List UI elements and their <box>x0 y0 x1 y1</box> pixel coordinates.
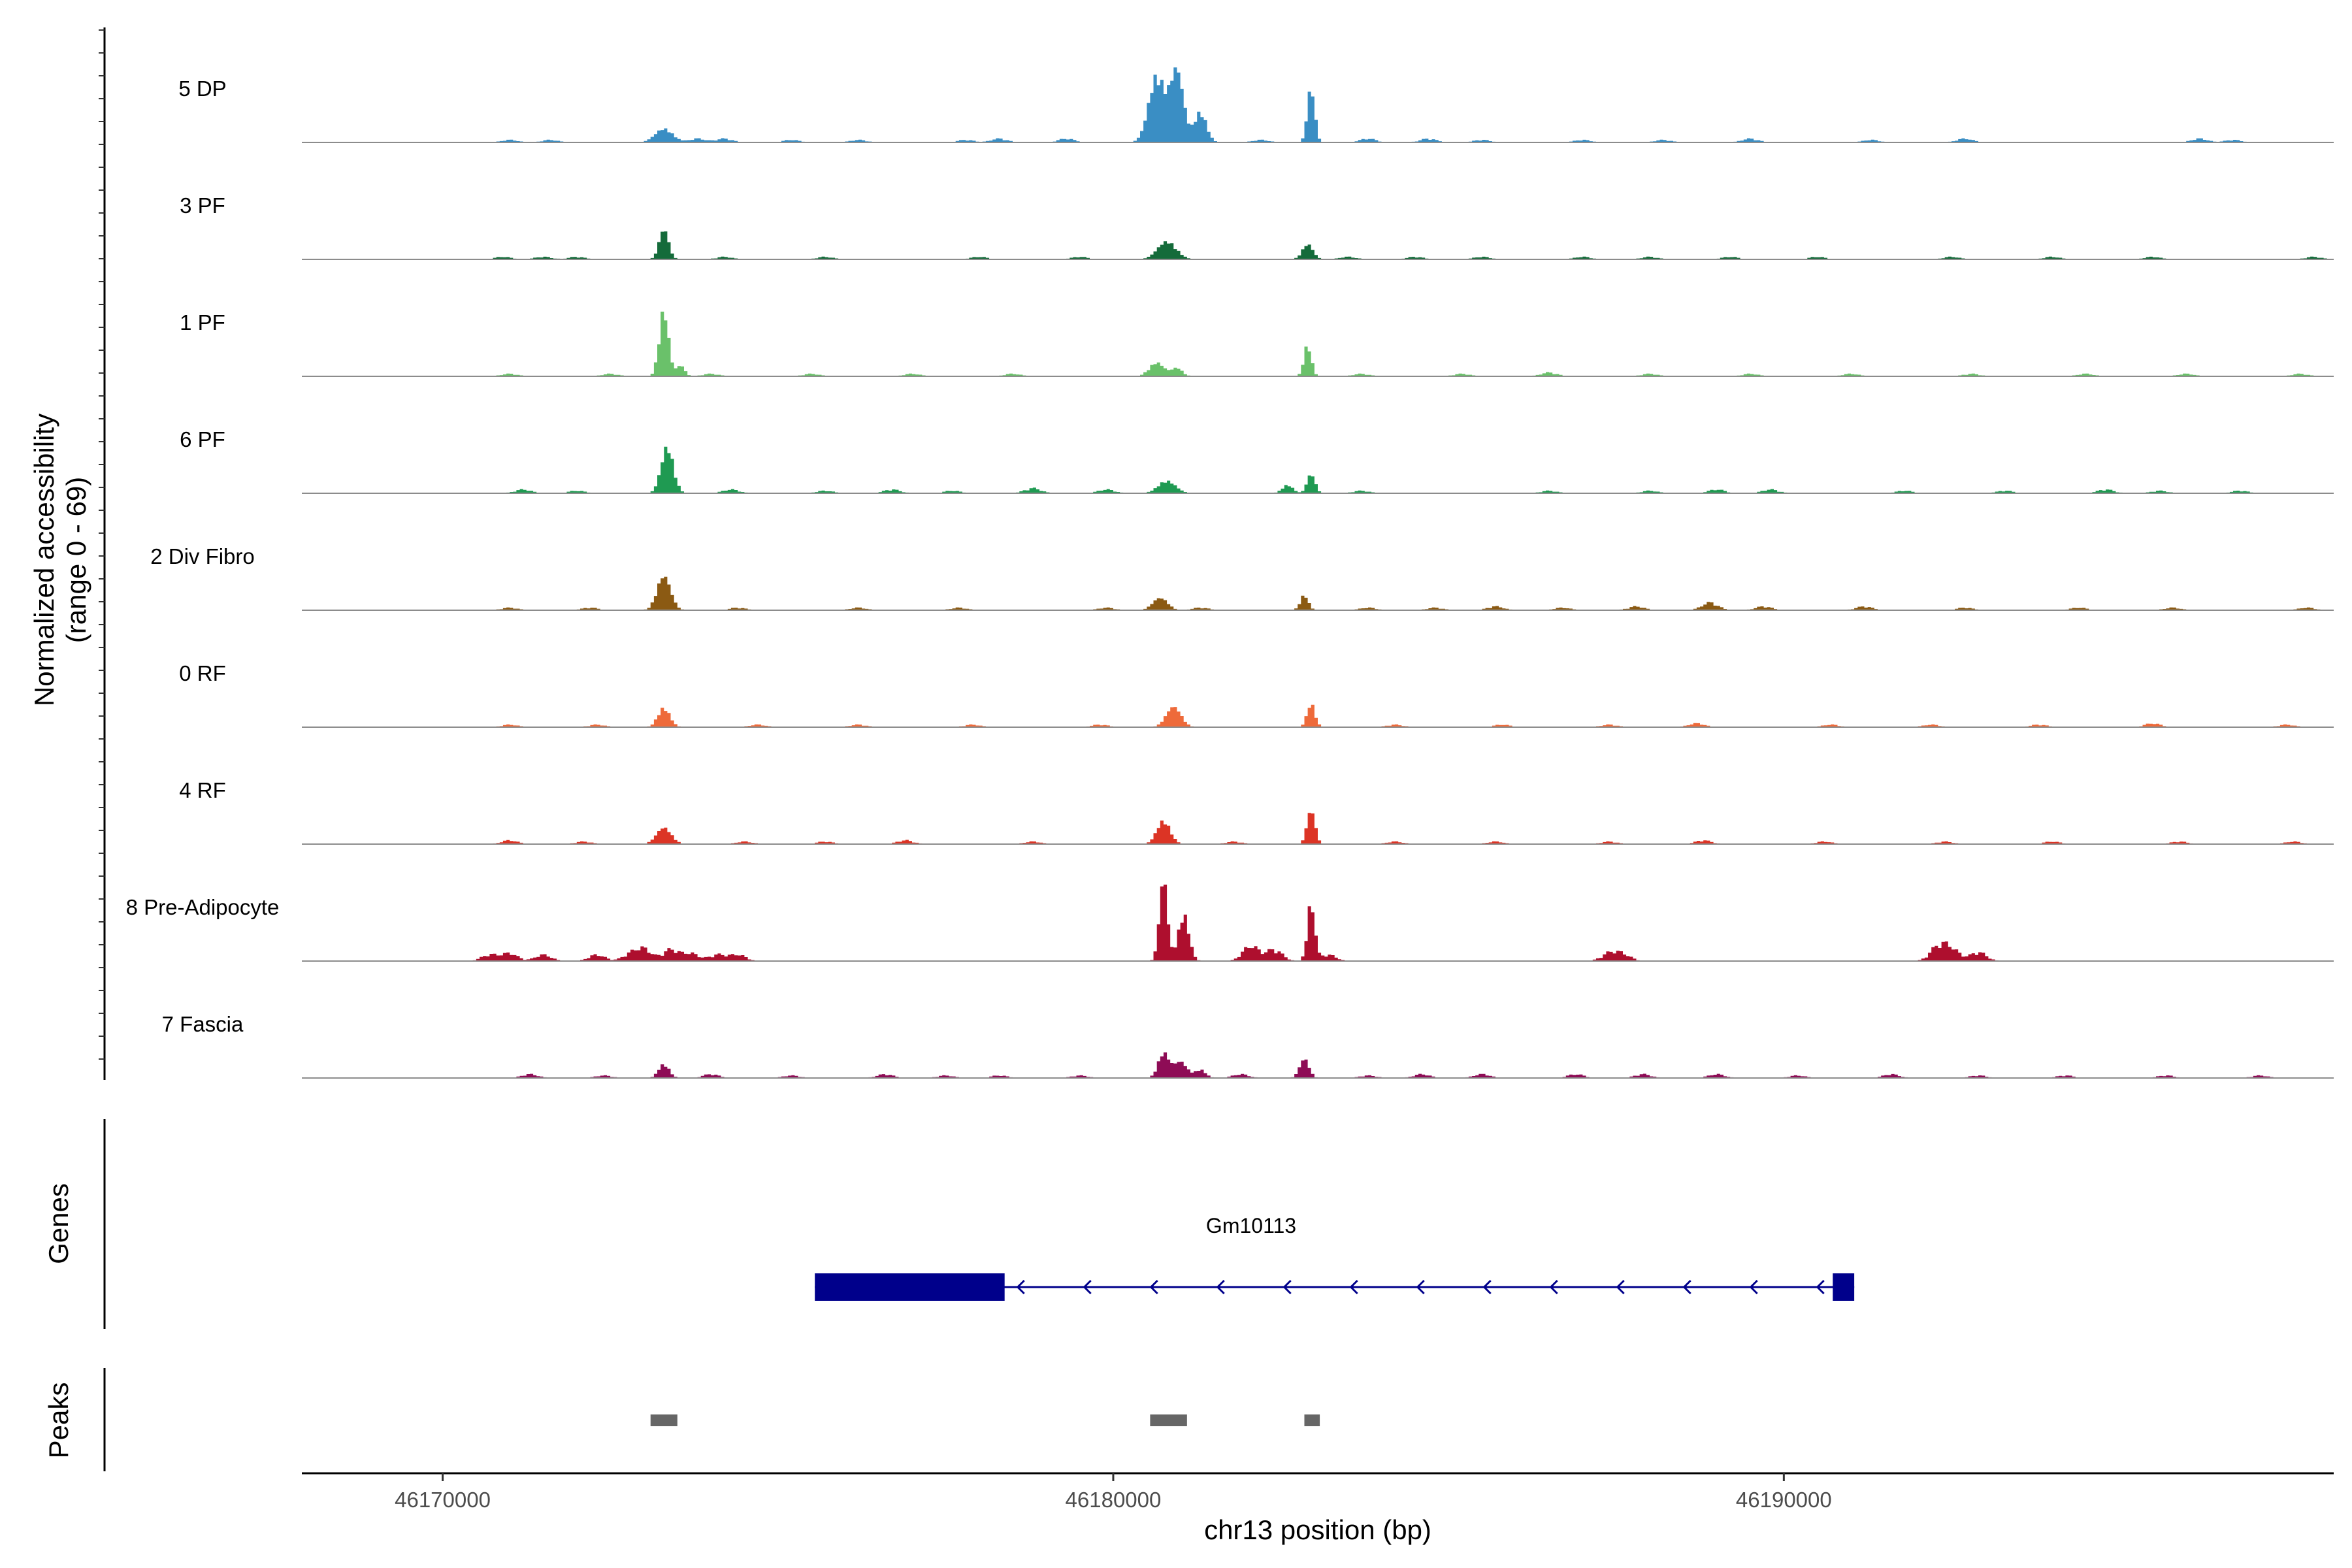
strand-arrow-icon <box>1549 1279 1558 1295</box>
track-label: 7 Fascia <box>162 1012 244 1036</box>
track-label: 5 DP <box>178 76 226 101</box>
track-label: 4 RF <box>179 778 226 802</box>
coverage-area <box>302 885 2334 961</box>
track-label: 1 PF <box>180 310 225 335</box>
track-6-pf: 6 PF <box>180 427 2334 494</box>
coverage-area <box>302 231 2334 259</box>
coverage-area <box>302 67 2334 142</box>
strand-arrow-icon <box>1016 1279 1025 1295</box>
x-axis-group: 46170000 46180000 46190000 chr13 position … <box>302 1472 2334 1545</box>
x-axis-tick-label: 46190000 <box>1736 1488 1832 1512</box>
coverage-area <box>302 576 2334 610</box>
y-axis-ticks <box>99 29 105 1060</box>
coverage-area <box>302 312 2334 376</box>
track-label: 2 Div Fibro <box>150 544 255 568</box>
x-axis-tick-label: 46170000 <box>395 1488 491 1512</box>
track-label: 3 PF <box>180 193 225 218</box>
track-1-pf: 1 PF <box>180 310 2334 377</box>
strand-arrow-icon <box>1349 1279 1358 1295</box>
y-axis-group: Normalized accessibility (range 0 - 69) <box>29 27 106 1080</box>
x-axis-tick-label: 46180000 <box>1066 1488 1162 1512</box>
coverage-tracks: 5 DP 3 PF 1 PF 6 PF 2 Div Fibro 0 RF 4 RF 8 Pre… <box>126 67 2334 1079</box>
y-axis-title-line-1: Normalized accessibility <box>29 414 59 706</box>
y-axis-title-line-2: (range 0 - 69) <box>61 477 91 643</box>
track-3-pf: 3 PF <box>180 193 2334 260</box>
strand-arrow-icon <box>1149 1279 1158 1295</box>
strand-arrow-icon <box>1216 1279 1225 1295</box>
strand-arrow-icon <box>1482 1279 1492 1295</box>
track-4-rf: 4 RF <box>179 778 2334 845</box>
track-8-pre-adipocyte: 8 Pre-Adipocyte <box>126 885 2334 962</box>
peaks-panel: Peaks <box>43 1368 1320 1471</box>
peak-region <box>1150 1414 1187 1426</box>
strand-arrow-icon <box>1816 1279 1825 1295</box>
peak-region <box>650 1414 678 1426</box>
track-7-fascia: 7 Fascia <box>162 1012 2334 1079</box>
strand-arrow-icon <box>1416 1279 1425 1295</box>
genes-panel: Genes Gm10113 <box>43 1119 1855 1329</box>
peaks-axis-title: Peaks <box>43 1382 74 1459</box>
strand-arrow-icon <box>1682 1279 1691 1295</box>
track-0-rf: 0 RF <box>179 661 2334 728</box>
track-2-div-fibro: 2 Div Fibro <box>150 544 2334 611</box>
strand-arrow-icon <box>1616 1279 1625 1295</box>
strand-arrow-icon <box>1282 1279 1292 1295</box>
peak-regions <box>650 1414 1320 1426</box>
track-label: 0 RF <box>179 661 226 685</box>
coverage-area <box>302 813 2334 844</box>
genes-axis-title: Genes <box>43 1183 74 1264</box>
track-label: 6 PF <box>180 427 225 451</box>
gene-model <box>815 1273 1855 1301</box>
coverage-area <box>302 704 2334 727</box>
strand-arrow-icon <box>1749 1279 1758 1295</box>
coverage-area <box>302 446 2334 493</box>
peak-region <box>1304 1414 1320 1426</box>
x-axis-ticks: 46170000 46180000 46190000 <box>395 1473 1832 1512</box>
gene-name-label: Gm10113 <box>1206 1214 1296 1237</box>
gene-exon <box>815 1273 1005 1301</box>
strand-arrow-icon <box>1083 1279 1092 1295</box>
x-axis-title: chr13 position (bp) <box>1204 1514 1431 1545</box>
coverage-area <box>302 1052 2334 1078</box>
gene-exon <box>1833 1273 1855 1301</box>
track-5-dp: 5 DP <box>178 67 2334 143</box>
track-label: 8 Pre-Adipocyte <box>126 895 280 919</box>
